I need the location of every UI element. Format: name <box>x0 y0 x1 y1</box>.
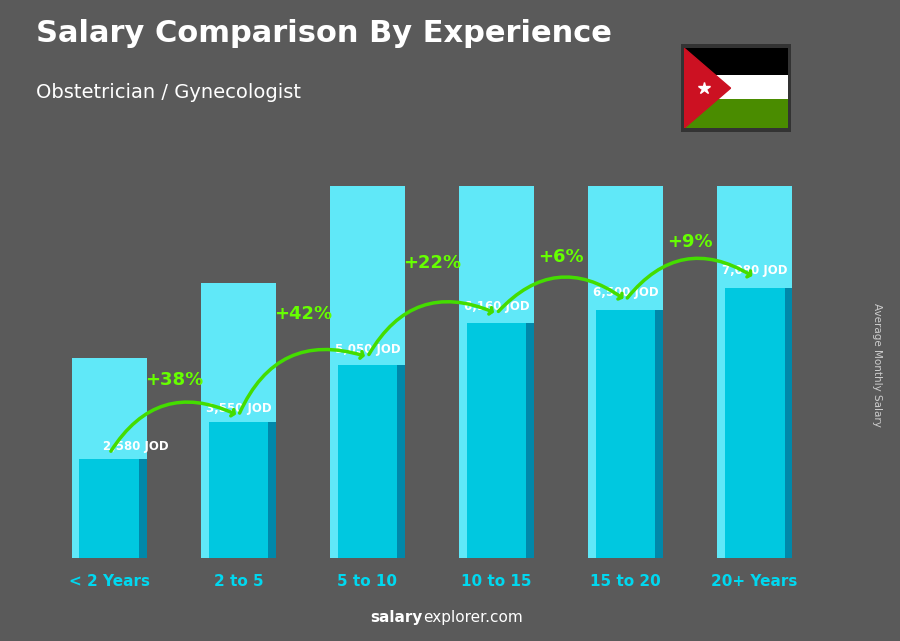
Text: +22%: +22% <box>403 254 461 272</box>
Text: Average Monthly Salary: Average Monthly Salary <box>872 303 883 428</box>
Text: Obstetrician / Gynecologist: Obstetrician / Gynecologist <box>36 83 301 103</box>
Text: 3,550 JOD: 3,550 JOD <box>205 402 271 415</box>
Text: +9%: +9% <box>667 233 713 251</box>
Text: +42%: +42% <box>274 305 332 323</box>
Bar <box>72 456 147 558</box>
Bar <box>330 167 405 365</box>
Bar <box>398 360 405 558</box>
Text: 7,080 JOD: 7,080 JOD <box>722 263 788 277</box>
Bar <box>717 281 792 558</box>
Bar <box>330 360 338 558</box>
Text: explorer.com: explorer.com <box>423 610 523 625</box>
Bar <box>655 303 663 558</box>
Bar <box>72 456 79 558</box>
Text: 2,580 JOD: 2,580 JOD <box>103 440 168 453</box>
Bar <box>717 281 725 558</box>
Text: 6,500 JOD: 6,500 JOD <box>593 287 659 299</box>
Bar <box>684 99 788 128</box>
Text: +38%: +38% <box>145 371 203 389</box>
Bar <box>330 360 405 558</box>
Bar <box>201 419 276 558</box>
Bar <box>684 46 788 75</box>
Text: Salary Comparison By Experience: Salary Comparison By Experience <box>36 19 612 48</box>
Bar <box>201 283 276 422</box>
Bar <box>459 81 534 322</box>
Bar <box>684 75 788 101</box>
Bar <box>459 317 534 558</box>
Text: salary: salary <box>371 610 423 625</box>
Bar <box>72 358 147 459</box>
Text: 5,050 JOD: 5,050 JOD <box>335 343 400 356</box>
Bar <box>588 303 596 558</box>
Text: 6,160 JOD: 6,160 JOD <box>464 300 529 313</box>
Bar <box>717 10 792 288</box>
Bar <box>588 55 663 310</box>
Bar <box>459 317 466 558</box>
Bar <box>785 281 792 558</box>
Bar <box>268 419 276 558</box>
Bar <box>588 303 663 558</box>
Bar <box>201 419 209 558</box>
Bar <box>526 317 534 558</box>
Bar <box>140 456 147 558</box>
Polygon shape <box>684 48 731 128</box>
Text: +6%: +6% <box>538 248 584 266</box>
